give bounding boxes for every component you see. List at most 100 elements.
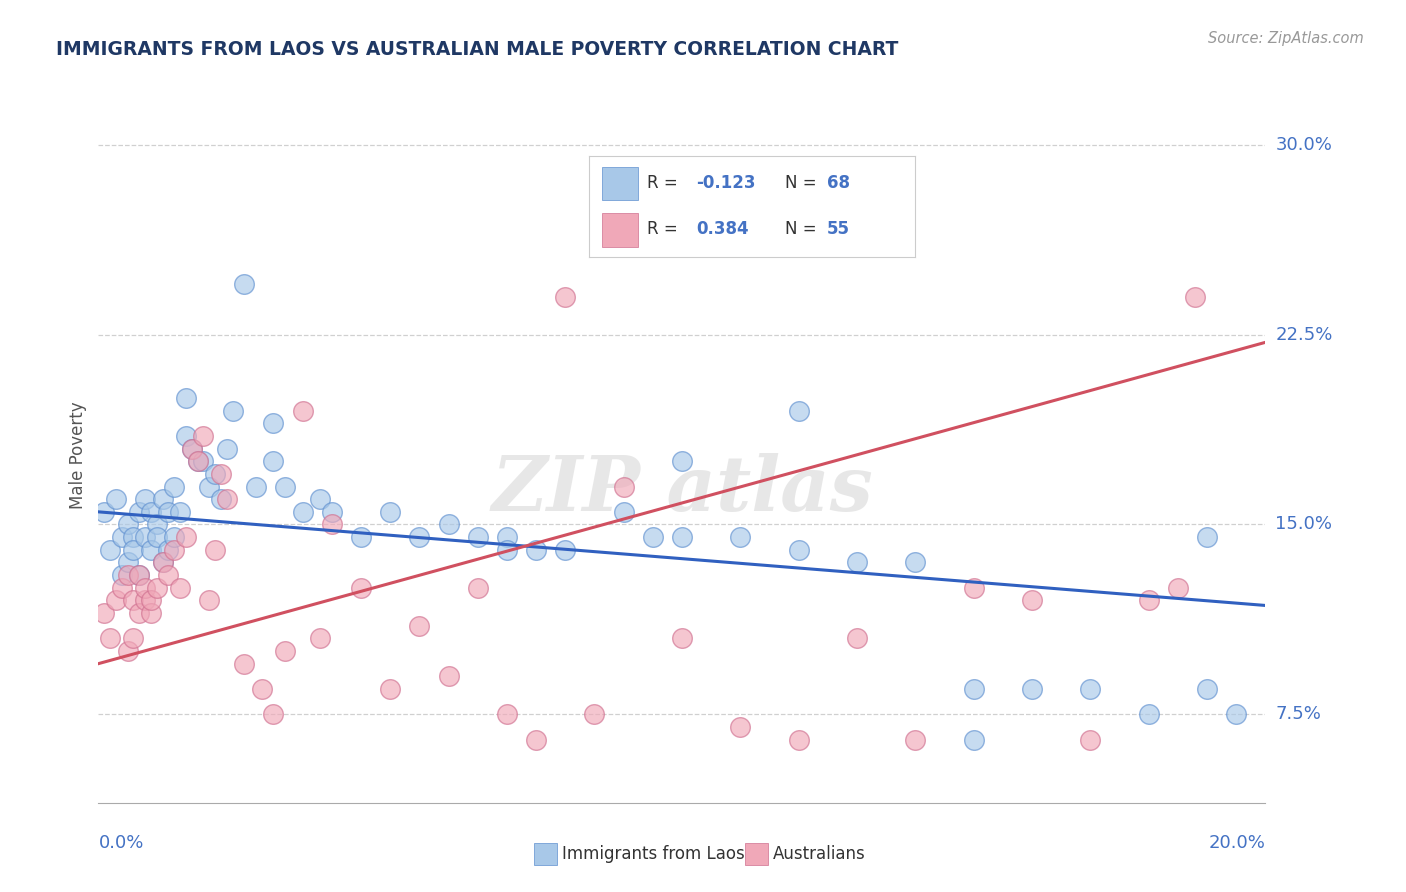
Text: IMMIGRANTS FROM LAOS VS AUSTRALIAN MALE POVERTY CORRELATION CHART: IMMIGRANTS FROM LAOS VS AUSTRALIAN MALE … <box>56 40 898 59</box>
Point <box>904 732 927 747</box>
Point <box>408 618 430 632</box>
Point <box>291 403 314 417</box>
Point <box>221 403 243 417</box>
Point <box>1021 593 1043 607</box>
Point <box>157 505 180 519</box>
Point <box>245 479 267 493</box>
Point <box>122 542 145 557</box>
Point <box>467 530 489 544</box>
Point <box>146 517 169 532</box>
Point <box>128 568 150 582</box>
Point <box>180 442 202 456</box>
Point <box>233 657 256 671</box>
Point <box>193 429 215 443</box>
Point <box>274 479 297 493</box>
Point <box>524 732 547 747</box>
Point <box>139 505 162 519</box>
Point <box>204 542 226 557</box>
Point <box>169 505 191 519</box>
Text: Australians: Australians <box>773 845 866 863</box>
Point <box>1080 732 1102 747</box>
Point <box>233 277 256 292</box>
Point <box>787 542 810 557</box>
Point <box>215 442 238 456</box>
Point <box>641 530 664 544</box>
Point <box>198 479 221 493</box>
Point <box>98 542 121 557</box>
Point <box>93 606 115 620</box>
Point <box>1195 681 1218 696</box>
Point <box>146 530 169 544</box>
Point <box>174 391 197 405</box>
Point <box>122 530 145 544</box>
Point <box>93 505 115 519</box>
Text: 0.384: 0.384 <box>696 220 749 238</box>
Point <box>962 732 984 747</box>
Point <box>122 593 145 607</box>
Point <box>321 517 343 532</box>
Point <box>157 568 180 582</box>
Point <box>139 606 162 620</box>
Point <box>787 732 810 747</box>
Text: R =: R = <box>647 220 683 238</box>
Point <box>350 581 373 595</box>
Point <box>262 417 284 431</box>
Point <box>169 581 191 595</box>
Text: 15.0%: 15.0% <box>1275 516 1333 533</box>
Point <box>157 542 180 557</box>
Text: Source: ZipAtlas.com: Source: ZipAtlas.com <box>1208 31 1364 46</box>
Point <box>104 492 127 507</box>
Point <box>309 492 332 507</box>
Point <box>321 505 343 519</box>
Point <box>134 530 156 544</box>
Point <box>117 556 139 570</box>
Point <box>104 593 127 607</box>
Point <box>671 454 693 468</box>
Point <box>1137 593 1160 607</box>
Point <box>437 669 460 683</box>
Point <box>524 542 547 557</box>
Text: N =: N = <box>785 220 821 238</box>
Point <box>209 467 232 481</box>
Point <box>583 707 606 722</box>
Point <box>180 442 202 456</box>
Point <box>1021 681 1043 696</box>
Point <box>554 290 576 304</box>
Point <box>1080 681 1102 696</box>
Point <box>174 530 197 544</box>
Point <box>134 581 156 595</box>
Point <box>262 454 284 468</box>
Point <box>1225 707 1247 722</box>
Point <box>163 479 186 493</box>
Point <box>495 707 517 722</box>
Point <box>111 530 134 544</box>
Point <box>728 530 751 544</box>
Point <box>187 454 209 468</box>
Text: -0.123: -0.123 <box>696 175 756 193</box>
Point <box>612 505 634 519</box>
Point <box>291 505 314 519</box>
Text: 20.0%: 20.0% <box>1209 834 1265 852</box>
Point <box>163 542 186 557</box>
Point <box>728 720 751 734</box>
Point <box>128 568 150 582</box>
FancyBboxPatch shape <box>602 167 637 200</box>
Point <box>495 542 517 557</box>
Text: 7.5%: 7.5% <box>1275 706 1322 723</box>
Point <box>187 454 209 468</box>
Point <box>350 530 373 544</box>
Point <box>152 556 174 570</box>
Point <box>198 593 221 607</box>
Point <box>495 530 517 544</box>
Point <box>146 581 169 595</box>
Point <box>1137 707 1160 722</box>
Point <box>152 556 174 570</box>
Point <box>128 505 150 519</box>
Point <box>904 556 927 570</box>
Point <box>671 632 693 646</box>
Point <box>787 403 810 417</box>
Point <box>193 454 215 468</box>
Point <box>134 593 156 607</box>
Point <box>117 568 139 582</box>
Point <box>134 492 156 507</box>
